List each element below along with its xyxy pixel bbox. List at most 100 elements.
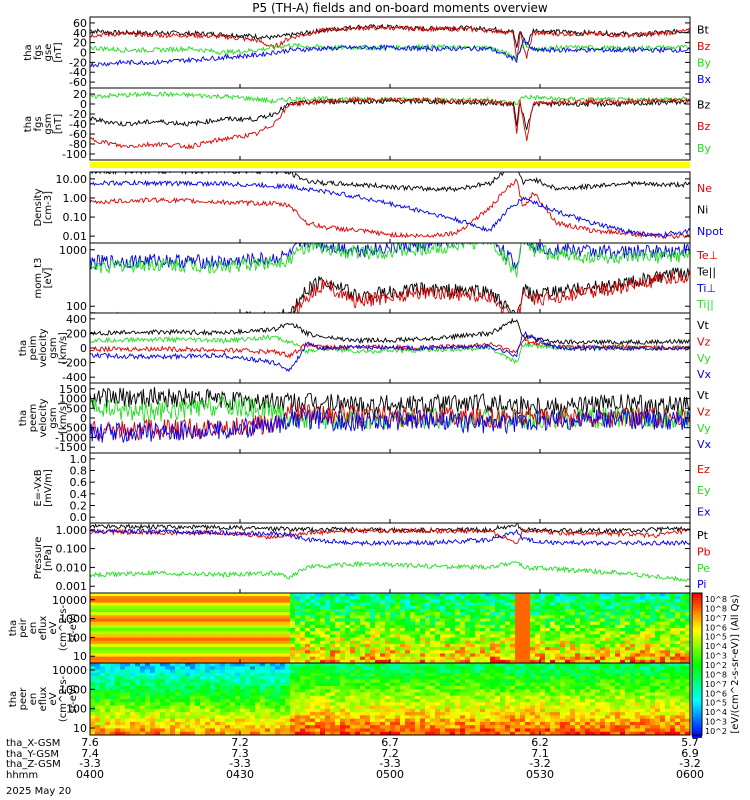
spectrogram-cell xyxy=(255,659,261,664)
spectrogram-cell xyxy=(625,621,631,626)
spectrogram-cell xyxy=(130,650,136,654)
spectrogram-cell xyxy=(130,643,136,648)
spectrogram-cell xyxy=(95,695,101,700)
spectrogram-cell xyxy=(375,593,381,597)
spectrogram-cell xyxy=(340,599,346,603)
spectrogram-cell xyxy=(130,621,136,626)
spectrogram-cell xyxy=(230,624,236,629)
spectrogram-cell xyxy=(380,685,386,690)
spectrogram-cell xyxy=(450,695,456,700)
spectrogram-cell xyxy=(265,618,271,623)
spectrogram-cell xyxy=(260,631,266,635)
spectrogram-cell xyxy=(335,663,341,667)
spectrogram-cell xyxy=(510,659,516,664)
spectrogram-cell xyxy=(495,608,501,613)
spectrogram-cell xyxy=(210,692,216,697)
spectrogram-cell xyxy=(335,682,341,687)
spectrogram-cell xyxy=(145,612,151,616)
spectrogram-cell xyxy=(315,663,321,667)
spectrogram-cell xyxy=(145,640,151,645)
spectrogram-cell xyxy=(225,708,231,713)
spectrogram-cell xyxy=(185,685,191,690)
spectrogram-cell xyxy=(370,666,376,670)
spectrogram-cell xyxy=(135,718,141,723)
spectrogram-cell xyxy=(265,663,271,667)
spectrogram-cell xyxy=(320,692,326,697)
spectrogram-cell xyxy=(330,715,336,720)
spectrogram-cell xyxy=(555,659,561,664)
spectrogram-cell xyxy=(300,621,306,626)
spectrogram-cell xyxy=(340,608,346,613)
spectrogram-cell xyxy=(605,608,611,613)
spectrogram-cell xyxy=(190,659,196,664)
spectrogram-cell xyxy=(245,669,251,674)
spectrogram-cell xyxy=(335,643,341,648)
spectrogram-cell xyxy=(280,640,286,645)
spectrogram-cell xyxy=(210,725,216,729)
spectrogram-cell xyxy=(415,705,421,710)
spectrogram-cell xyxy=(500,676,506,680)
spectrogram-cell xyxy=(385,624,391,629)
spectrogram-cell xyxy=(460,637,466,642)
spectrogram-cell xyxy=(220,659,226,664)
spectrogram-cell xyxy=(370,676,376,680)
spectrogram-cell xyxy=(140,702,146,706)
spectrogram-cell xyxy=(155,695,161,700)
spectrogram-cell xyxy=(95,596,101,600)
spectrogram-cell xyxy=(90,725,96,729)
spectrogram-cell xyxy=(665,618,671,623)
spectrogram-cell xyxy=(540,656,546,661)
spectrogram-cell xyxy=(125,650,131,654)
spectrogram-cell xyxy=(205,663,211,667)
spectrogram-cell xyxy=(565,618,571,623)
spectrogram-cell xyxy=(675,634,681,638)
spectrogram-cell xyxy=(550,608,556,613)
spectrogram-cell xyxy=(475,715,481,720)
spectrogram-cell xyxy=(285,705,291,710)
spectrogram-cell xyxy=(150,621,156,626)
spectrogram-cell xyxy=(455,631,461,635)
spectrogram-cell xyxy=(495,647,501,651)
spectrogram-cell xyxy=(345,605,351,610)
spectrogram-cell xyxy=(225,679,231,684)
spectrogram-cell xyxy=(175,634,181,638)
spectrogram-cell xyxy=(500,624,506,629)
spectrogram-cell xyxy=(160,679,166,684)
spectrogram-cell xyxy=(135,666,141,670)
spectrogram-cell xyxy=(350,685,356,690)
spectrogram-cell xyxy=(155,692,161,697)
spectrogram-cell xyxy=(345,702,351,706)
spectrogram-cell xyxy=(460,602,466,607)
spectrogram-cell xyxy=(235,628,241,632)
spectrogram-cell xyxy=(615,605,621,610)
spectrogram-cell xyxy=(640,631,646,635)
spectrogram-cell xyxy=(290,631,296,635)
spectrogram-cell xyxy=(290,731,296,736)
spectrogram-cell xyxy=(280,728,286,733)
spectrogram-cell xyxy=(365,612,371,616)
spectrogram-cell xyxy=(480,695,486,700)
spectrogram-cell xyxy=(320,685,326,690)
spectrogram-cell xyxy=(175,692,181,697)
spectrogram-cell xyxy=(165,695,171,700)
spectrogram-cell xyxy=(350,679,356,684)
spectrogram-cell xyxy=(425,685,431,690)
spectrogram-cell xyxy=(140,705,146,710)
spectrogram-cell xyxy=(285,643,291,648)
spectrogram-cell xyxy=(330,721,336,726)
spectrogram-cell xyxy=(200,666,206,670)
spectrogram-cell xyxy=(400,640,406,645)
spectrogram-cell xyxy=(470,712,476,716)
spectrogram-cell xyxy=(140,643,146,648)
spectrogram-cell xyxy=(140,715,146,720)
spectrogram-cell xyxy=(330,637,336,642)
spectrogram-cell xyxy=(480,679,486,684)
spectrogram-cell xyxy=(515,643,521,648)
spectrogram-cell xyxy=(405,596,411,600)
spectrogram-cell xyxy=(295,672,301,677)
spectrogram-cell xyxy=(330,718,336,723)
spectrogram-cell xyxy=(585,602,591,607)
y-axis-label-fgs-gsm: gsm xyxy=(43,113,54,134)
spectrogram-cell xyxy=(420,631,426,635)
spectrogram-cell xyxy=(135,656,141,661)
